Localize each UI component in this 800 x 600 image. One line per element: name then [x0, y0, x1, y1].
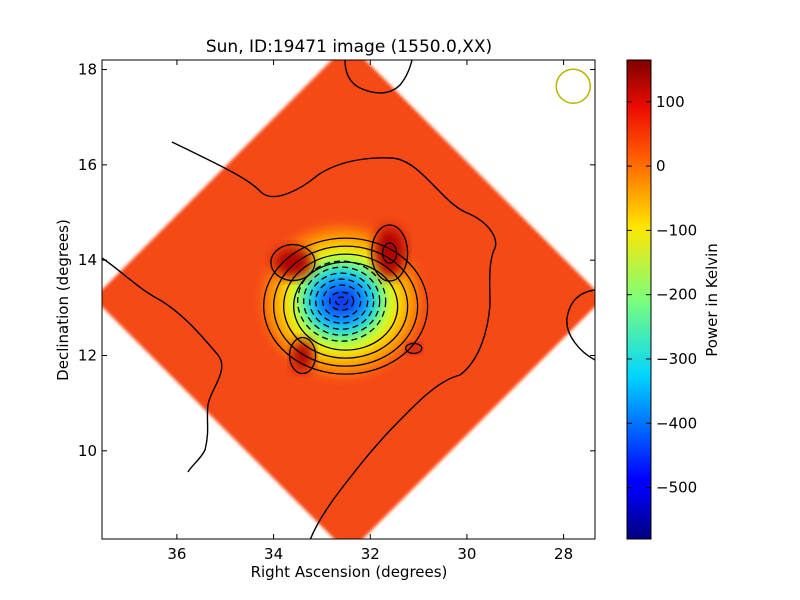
colorbar-tick-label: −300 — [656, 350, 697, 368]
contour-zero-2 — [344, 60, 413, 94]
colorbar-gradient — [626, 59, 652, 540]
hot-spot-3 — [406, 343, 421, 354]
colorbar-tick-label: 0 — [656, 157, 666, 175]
x-tick-label: 30 — [457, 545, 476, 563]
plot-frame — [101, 59, 596, 540]
x-axis: 36 34 32 30 28 — [167, 60, 573, 563]
y-tick-label: 18 — [78, 61, 97, 79]
colorbar-tick-label: −100 — [656, 221, 697, 239]
contour-negative-1 — [303, 266, 381, 336]
y-axis: 10 12 14 16 18 — [78, 61, 595, 460]
y-tick-label: 14 — [78, 251, 97, 269]
contour-hot-spot-4 — [405, 342, 423, 355]
plot-area — [102, 60, 595, 539]
y-tick-label: 12 — [78, 347, 97, 365]
contour-negative-4 — [322, 284, 362, 318]
contour-zero-0 — [171, 141, 497, 539]
contour-negative-5 — [329, 291, 355, 311]
colorbar-label: Power in Kelvin — [703, 243, 721, 357]
colorbar-tick-label: −400 — [656, 414, 697, 432]
y-tick-label: 10 — [78, 442, 97, 460]
y-tick-label: 16 — [78, 156, 97, 174]
chart-title: Sun, ID:19471 image (1550.0,XX) — [206, 37, 492, 57]
hot-spot-1 — [373, 227, 406, 280]
contour-zero-3 — [566, 289, 595, 361]
colorbar-ticks: 100 0 −100 −200 −300 −400 −500 — [627, 93, 697, 497]
contour-hot-spot-3 — [288, 336, 317, 375]
contour-zero-1 — [102, 257, 223, 473]
hot-spot-0 — [272, 246, 313, 279]
contour-negative-6 — [335, 296, 349, 306]
contour-negative-3 — [315, 278, 369, 324]
contour-source-1 — [273, 245, 419, 367]
x-tick-label: 28 — [554, 545, 573, 563]
contour-hot-spot-2 — [381, 242, 398, 264]
contour-source-0 — [263, 237, 429, 375]
x-axis-label: Right Ascension (degrees) — [251, 563, 448, 581]
x-tick-label: 32 — [361, 545, 380, 563]
contour-negative-2 — [309, 272, 375, 330]
contour-negative-0 — [297, 260, 387, 342]
beam-marker — [555, 68, 591, 104]
contour-source-3 — [293, 261, 399, 351]
x-tick-label: 36 — [167, 545, 186, 563]
colorbar-tick-label: 100 — [656, 93, 685, 111]
contour-hot-spot-0 — [270, 243, 316, 282]
y-axis-label: Declination (degrees) — [54, 219, 72, 381]
contour-source-2 — [283, 253, 409, 359]
colorbar: 100 0 −100 −200 −300 −400 −500 Power in Kelvin — [626, 59, 721, 540]
contour-hot-spot-1 — [370, 224, 409, 282]
x-tick-label: 34 — [264, 545, 283, 563]
contour-lines — [102, 60, 595, 539]
colorbar-tick-label: −200 — [656, 286, 697, 304]
colorbar-tick-label: −500 — [656, 479, 697, 497]
